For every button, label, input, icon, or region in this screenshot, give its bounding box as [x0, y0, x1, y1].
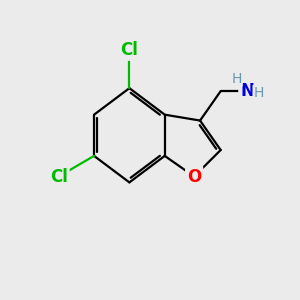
- Text: Cl: Cl: [50, 167, 68, 185]
- Text: H: H: [253, 85, 263, 100]
- Text: N: N: [240, 82, 254, 100]
- Text: O: O: [187, 167, 201, 185]
- Text: Cl: Cl: [121, 41, 138, 59]
- Text: H: H: [232, 72, 242, 86]
